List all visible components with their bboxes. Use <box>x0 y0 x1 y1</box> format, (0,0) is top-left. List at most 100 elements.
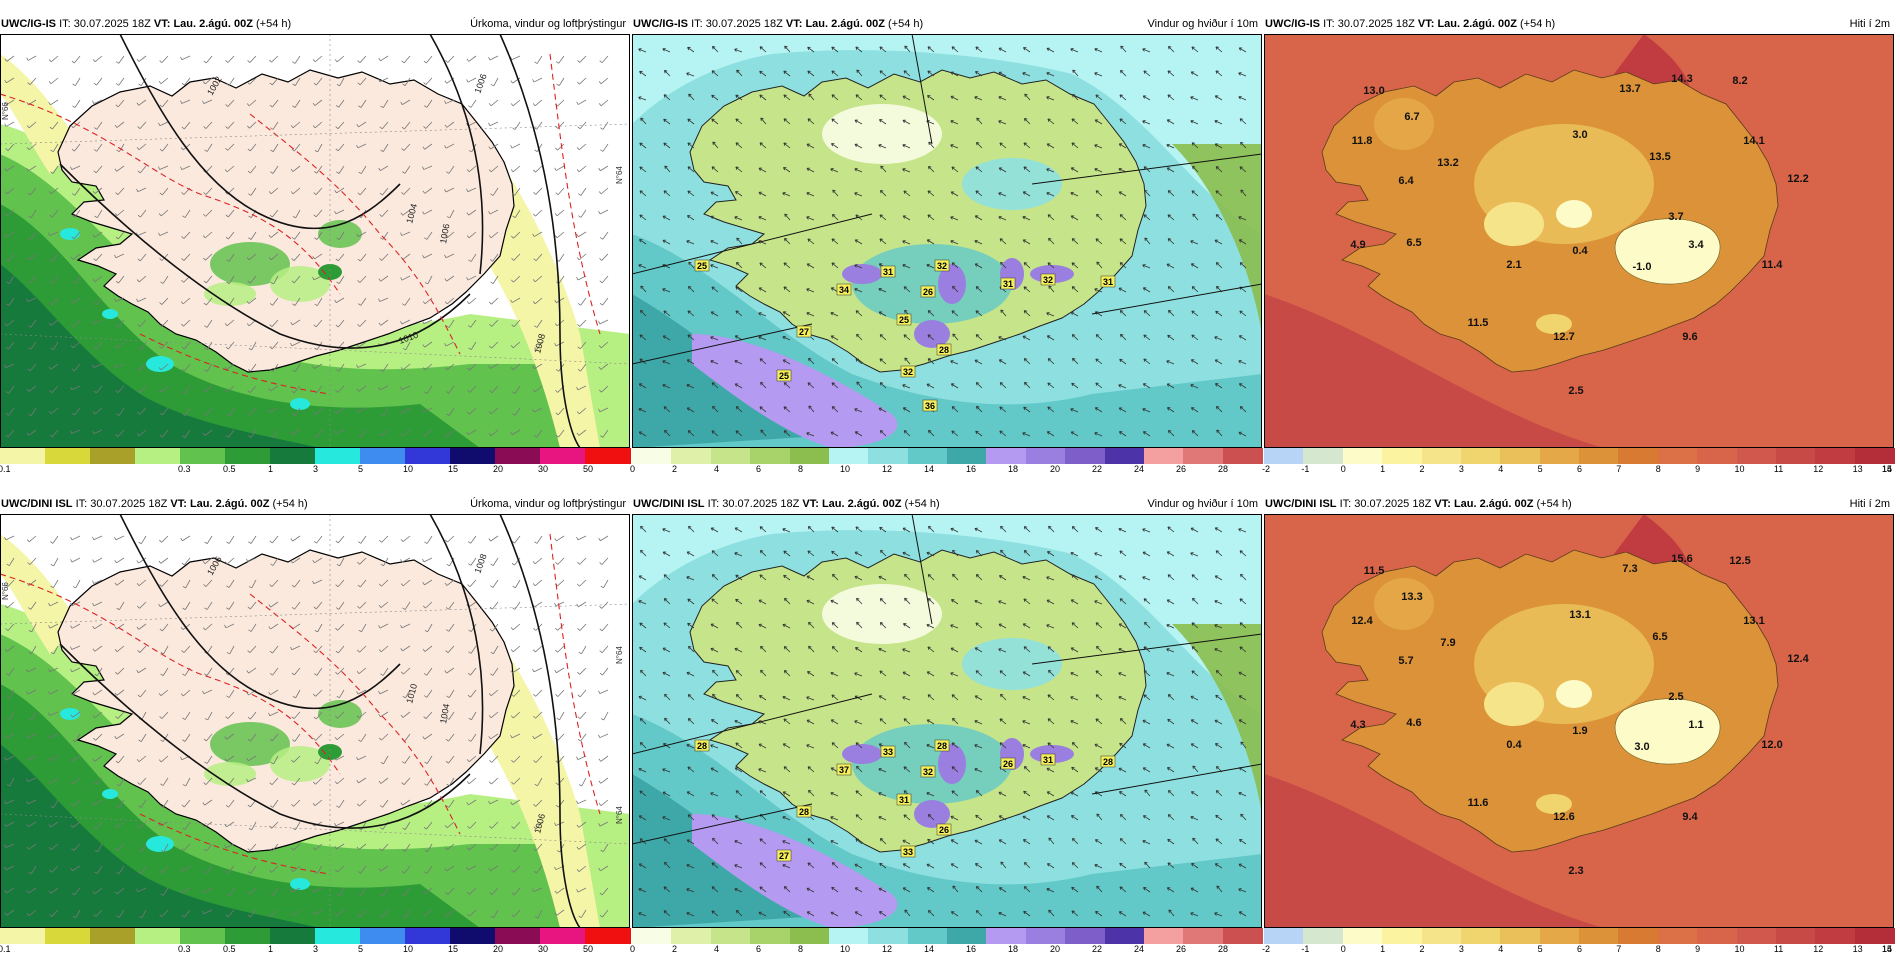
colorbar-swatch <box>986 448 1027 464</box>
colorbar-tick: 3 <box>1458 464 1464 474</box>
colorbar-tick: 24 <box>1134 944 1145 954</box>
colorbar-tick: 26 <box>1176 464 1187 474</box>
svg-text:31: 31 <box>899 795 909 805</box>
temperature-label: 5.7 <box>1398 655 1413 667</box>
colorbar-tick: 8 <box>798 464 804 474</box>
gust-label: 28 <box>934 739 950 752</box>
colorbar-swatch <box>868 928 909 944</box>
svg-text:26: 26 <box>923 287 933 297</box>
colorbar-tick: 18 <box>1008 944 1019 954</box>
gust-label: 33 <box>900 845 916 858</box>
valid-time: Lau. 2.ágú. 00Z <box>1453 498 1534 510</box>
panel-r1-wind: UWC/DINI ISL IT: 30.07.2025 18Z VT: Lau.… <box>630 496 1263 954</box>
colorbar-tick: 10 <box>403 944 414 954</box>
colorbar-swatch <box>671 928 712 944</box>
svg-text:33: 33 <box>883 747 893 757</box>
colorbar-tick: 6 <box>1577 944 1583 954</box>
colorbar-tick: 9 <box>1695 464 1701 474</box>
colorbar-tick: 0.1 <box>0 944 11 954</box>
precip-map[interactable]: 1002 1006 1004 1006 1008 1010 N°66 N°64 <box>0 34 630 448</box>
svg-text:25: 25 <box>899 315 909 325</box>
colorbar-tick: 4 <box>1498 464 1504 474</box>
colorbar-swatch <box>1264 448 1304 464</box>
colorbar-swatch <box>1854 448 1895 464</box>
colorbar-tick: 4 <box>1498 944 1504 954</box>
temperature-label: 13.0 <box>1363 85 1384 97</box>
colorbar-swatch <box>1815 928 1856 944</box>
temperature-label: 0.4 <box>1506 739 1522 751</box>
colorbar-tick: 10 <box>1734 944 1745 954</box>
gust-label: 26 <box>1000 757 1016 770</box>
temperature-label: 12.5 <box>1729 555 1750 567</box>
colorbar-swatch <box>1539 448 1580 464</box>
colorbar-swatch <box>750 448 790 464</box>
colorbar-swatch <box>1065 448 1105 464</box>
colorbar-swatch <box>1303 448 1344 464</box>
colorbar-tick: 11 <box>1773 464 1784 474</box>
colorbar-tick: 8 <box>1655 944 1661 954</box>
colorbar-swatch <box>986 928 1027 944</box>
colorbar-swatch <box>1104 448 1145 464</box>
temperature-label: 9.6 <box>1682 331 1697 343</box>
gust-label: 28 <box>1100 755 1116 768</box>
issue-time: 30.07.2025 18Z <box>722 498 800 510</box>
colorbar-swatch <box>405 928 451 944</box>
temperature-label: 13.5 <box>1649 151 1670 163</box>
colorbar-swatch <box>947 928 987 944</box>
temperature-colorbar: -2 -1 0 1 2 3 4 5 6 7 8 9 10 11 12 13 14 15 <box>1262 928 1895 954</box>
panel-title: Úrkoma, vindur og loftþrýstingur <box>470 498 626 510</box>
colorbar-swatch <box>315 928 361 944</box>
issue-label: IT: <box>59 18 71 30</box>
colorbar-tick: 7 <box>1616 464 1622 474</box>
svg-text:25: 25 <box>779 371 789 381</box>
wind-map[interactable]: 28 27 28 31 37 33 32 28 26 31 28 26 33 <box>632 514 1262 928</box>
colorbar-swatch <box>789 928 830 944</box>
colorbar-swatch <box>360 448 406 464</box>
svg-text:26: 26 <box>1003 759 1013 769</box>
temperature-label: 7.9 <box>1440 637 1455 649</box>
colorbar-swatch <box>225 448 271 464</box>
temperature-label: 6.7 <box>1404 111 1419 123</box>
colorbar-swatch <box>1618 928 1659 944</box>
temperature-map[interactable]: 11.5 12.4 13.3 7.3 15.6 12.5 13.1 7.9 6.5 13.1 5.7… <box>1264 514 1894 928</box>
colorbar-tick: 0.3 <box>178 944 191 954</box>
colorbar-tick: 16 <box>966 464 977 474</box>
colorbar-tick: 12 <box>882 464 893 474</box>
panel-header: UWC/IG-IS IT: 30.07.2025 18Z VT: Lau. 2.… <box>632 16 1262 32</box>
colorbar-swatch <box>1657 928 1698 944</box>
precip-map[interactable]: 1006 1008 1010 1004 1006 N°66 N°64 N°64 <box>0 514 630 928</box>
colorbar-tick: 50 <box>583 944 594 954</box>
svg-text:27: 27 <box>799 327 809 337</box>
colorbar-swatch <box>180 448 226 464</box>
temperature-colorbar: -2 -1 0 1 2 3 4 5 6 7 8 9 10 11 12 13 14 15 <box>1262 448 1895 474</box>
colorbar-swatch <box>0 448 46 464</box>
valid-time: Lau. 2.ágú. 00Z <box>805 18 885 30</box>
precip-colorbar: 0.1 0.3 0.5 1 3 5 10 15 20 30 50 <box>0 928 631 954</box>
gust-label: 28 <box>936 343 952 356</box>
temperature-label: 13.2 <box>1437 157 1458 169</box>
colorbar-swatch <box>1183 928 1224 944</box>
svg-text:31: 31 <box>1003 279 1013 289</box>
wind-map[interactable]: 25 25 27 25 34 31 26 32 31 32 31 28 32 36 <box>632 34 1262 448</box>
colorbar-tick: 0 <box>1340 464 1346 474</box>
temperature-label: 1.1 <box>1688 719 1703 731</box>
temperature-label: 8.2 <box>1732 75 1747 87</box>
colorbar-swatch <box>710 448 751 464</box>
svg-text:31: 31 <box>1043 755 1053 765</box>
panel-header: UWC/DINI ISL IT: 30.07.2025 18Z VT: Lau.… <box>632 496 1262 512</box>
temperature-label: 11.4 <box>1762 259 1784 271</box>
wind-map-svg: 25 25 27 25 34 31 26 32 31 32 31 28 32 36 <box>632 34 1262 448</box>
gust-label: 31 <box>1040 753 1056 766</box>
colorbar-swatch <box>1736 448 1777 464</box>
panel-title: Vindur og hviður í 10m <box>1147 18 1258 30</box>
gust-label: 25 <box>694 259 710 272</box>
colorbar-swatch <box>1579 448 1619 464</box>
colorbar-swatch <box>450 448 496 464</box>
colorbar-swatch <box>225 928 271 944</box>
colorbar-tick: 2 <box>672 464 678 474</box>
temperature-map[interactable]: 13.0 11.8 6.7 13.7 14.3 8.2 3.0 13.2 13.5 14.1 6.4… <box>1264 34 1894 448</box>
issue-label: IT: <box>1339 498 1352 510</box>
colorbar-swatch <box>1775 928 1816 944</box>
panel-r0-precip: UWC/IG-IS IT: 30.07.2025 18Z VT: Lau. 2.… <box>0 16 631 474</box>
